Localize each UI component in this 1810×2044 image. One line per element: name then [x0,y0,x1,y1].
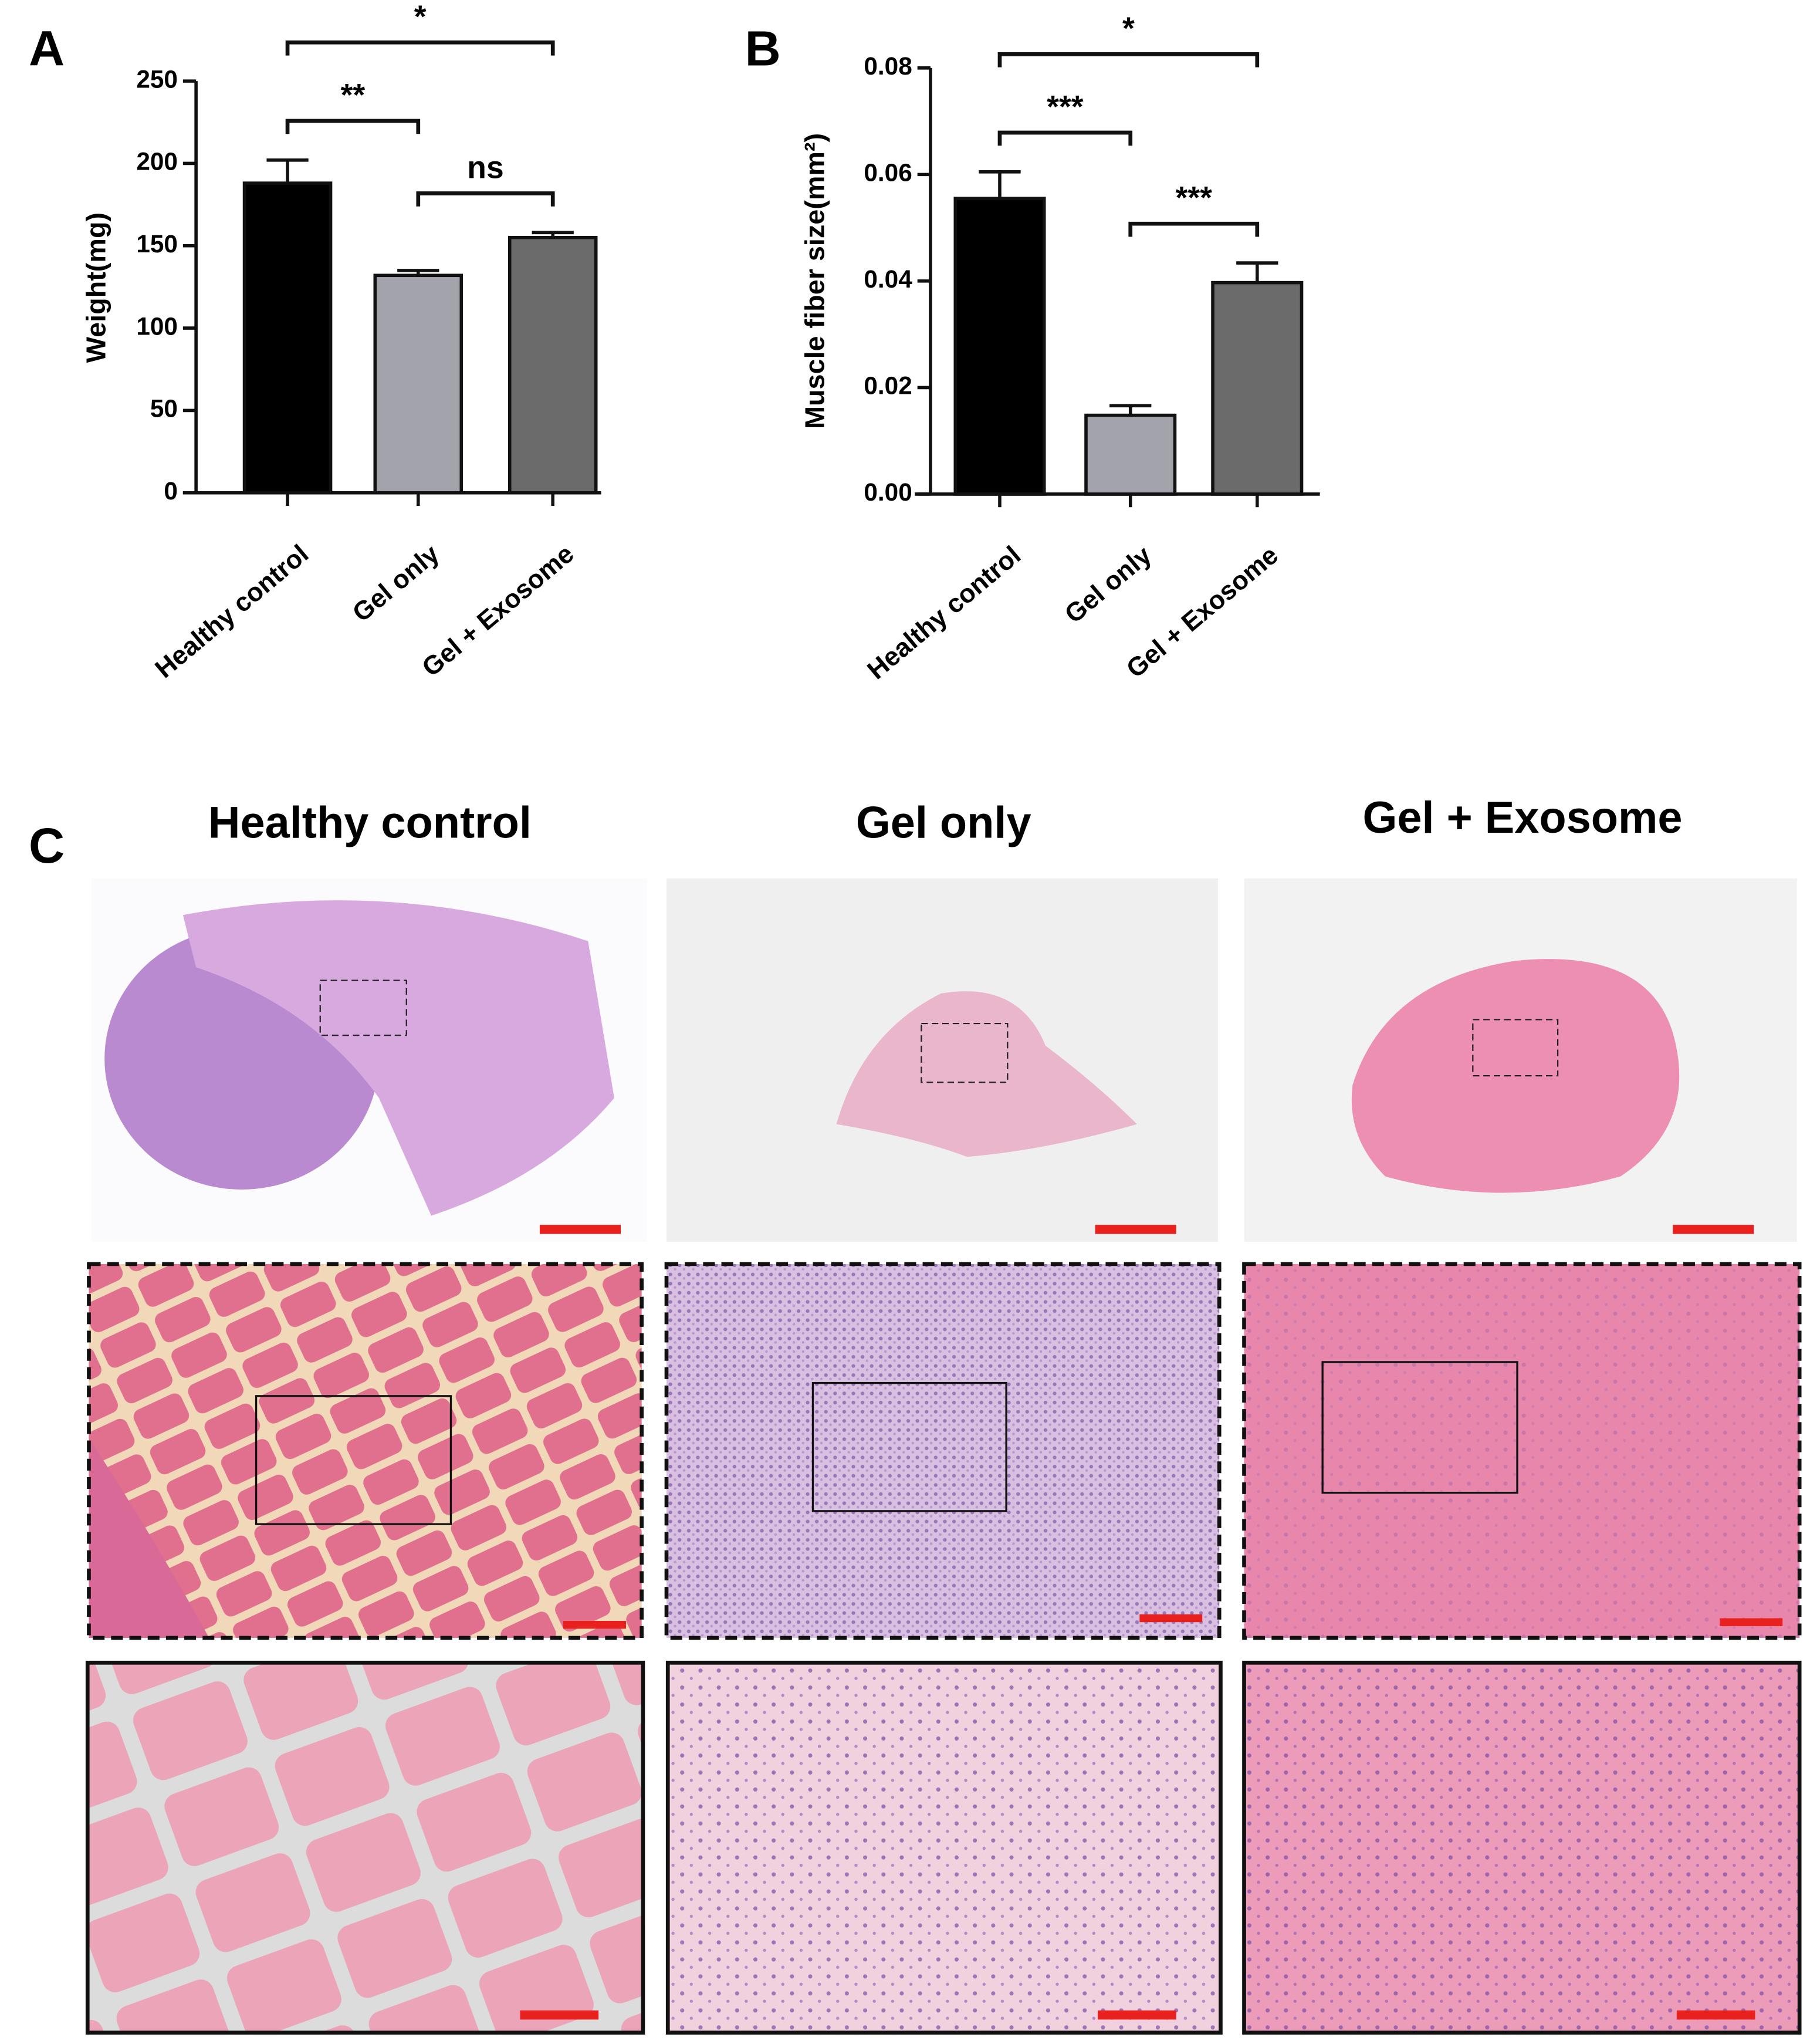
zoom-image [89,1263,642,1638]
significance-label: ns [467,151,503,185]
texture [1244,1263,1800,1638]
frame [1242,1660,1802,2035]
significance-label: ** [341,78,366,113]
scale-bar [539,1225,621,1234]
zoom-box [811,1381,1007,1512]
y-tick-label: 0.06 [864,159,912,187]
y-tick-label: 100 [136,312,178,340]
panel-label: B [745,20,781,76]
zoom-box [255,1395,452,1525]
y-tick-label: 0.02 [864,372,912,400]
scale-bar [520,2010,599,2020]
frame [664,1262,1222,1640]
panel-label: A [29,20,65,76]
error-bar [1236,261,1278,283]
scale-bar [1720,1618,1783,1626]
x-tick-label: Healthy control [150,539,314,684]
frame [665,1660,1223,2035]
bar [1211,281,1304,496]
significance-bracket [997,130,1133,146]
detail-image [87,1663,643,2033]
error-bar [979,170,1021,199]
bar [953,197,1046,496]
y-tick-label: 50 [150,395,178,423]
significance-label: * [1122,11,1135,46]
scale-bar [1673,1225,1754,1234]
x-tick-label: Healthy control [862,540,1026,685]
column-title: Gel only [856,798,1031,848]
scale-bar [1095,1225,1176,1234]
bar [242,181,333,495]
y-tick-label: 150 [136,230,178,258]
y-tick-label: 0.04 [864,265,912,293]
x-tick-label: Gel only [1060,540,1157,629]
significance-bracket [1128,221,1260,237]
scale-bar [1098,2010,1176,2020]
error-bar [397,269,439,276]
significance-label: *** [1047,90,1084,124]
tissue [89,1438,209,1638]
y-tick-label: 250 [136,65,178,93]
frame [1242,1262,1802,1640]
error-bar [1109,404,1152,415]
significance-bracket [997,52,1260,67]
panel-label: C [29,817,65,873]
zoom-box [319,979,407,1036]
y-axis-label: Muscle fiber size(mm²) [800,133,830,429]
y-tick-label: 0.08 [864,52,912,80]
y-tick-label: 0 [164,477,178,505]
bar [1084,413,1177,496]
texture [668,1663,1221,2033]
error-bar [266,158,309,184]
zoom-box [1472,1019,1559,1077]
significance-bracket [285,40,555,56]
x-tick-label: Gel only [347,539,445,628]
y-axis-label: Weight(mg) [80,212,111,363]
significance-bracket [416,191,555,207]
column-title: Healthy control [208,798,532,848]
texture [666,1263,1220,1638]
scale-bar [563,1620,626,1629]
scale-bar [1676,2010,1755,2020]
bar [373,273,464,495]
frame [85,1660,645,2035]
histology-panel: C Healthy control Gel only Gel + Exosome [29,793,1802,2035]
zoom-box [921,1022,1009,1083]
y-tick-label: 200 [136,148,178,175]
column-title: Gel + Exosome [1362,793,1682,843]
tissue [836,991,1137,1157]
y-tick-label: 0.00 [864,478,912,506]
tissue [182,900,614,1216]
texture [1244,1663,1800,2033]
bar [508,235,598,495]
scale-bar [1139,1614,1203,1623]
significance-bracket [285,119,421,134]
frame [87,1262,644,1640]
significance-label: *** [1176,181,1213,215]
significance-label: * [414,0,427,34]
error-bar [532,231,574,238]
zoom-box [1321,1361,1518,1494]
